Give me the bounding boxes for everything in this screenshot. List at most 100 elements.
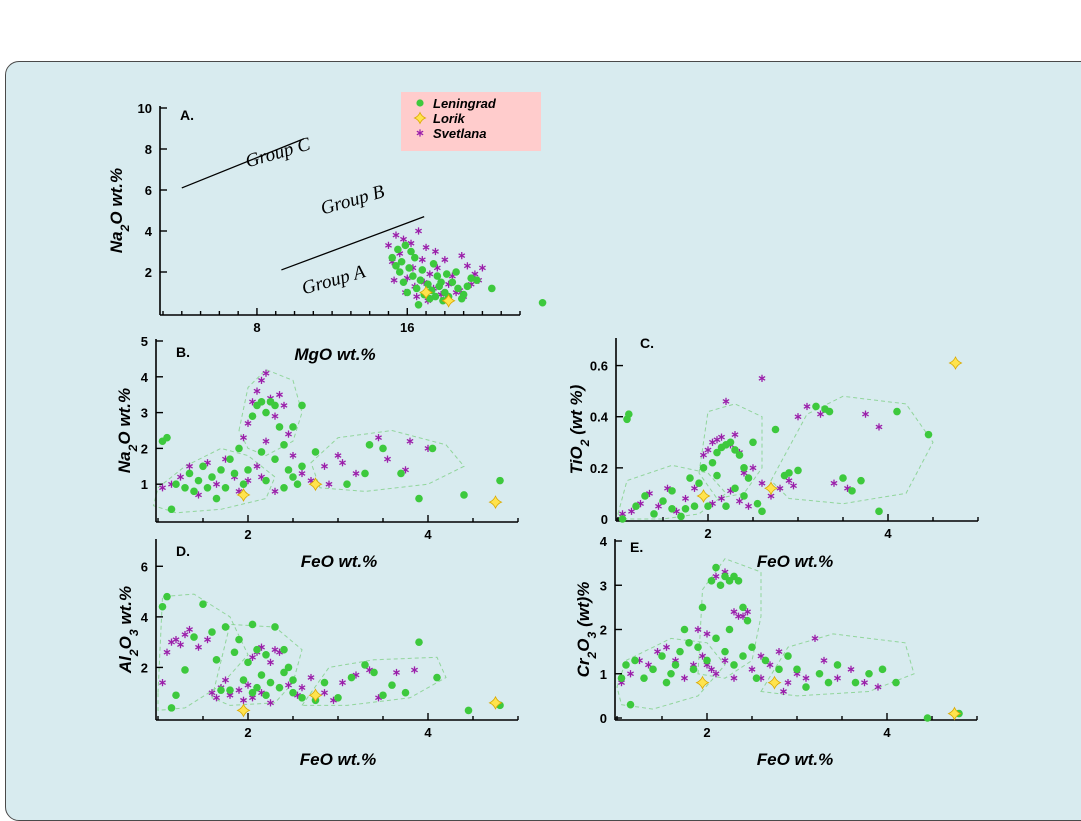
svetlana-point — [718, 433, 725, 441]
leningrad-point — [401, 688, 410, 697]
leningrad-point — [699, 464, 708, 472]
leningrad-point — [289, 688, 297, 697]
leningrad-point — [739, 603, 747, 612]
svetlana-point — [339, 679, 346, 687]
svetlana-point — [213, 480, 220, 488]
svetlana-point — [458, 252, 466, 260]
y-tick-label: 0.6 — [590, 359, 608, 374]
leningrad-point — [239, 480, 248, 489]
svetlana-point — [240, 434, 247, 442]
svetlana-point — [334, 451, 342, 460]
svetlana-point — [748, 665, 756, 673]
leningrad-point — [343, 480, 351, 489]
leningrad-point — [794, 466, 802, 475]
legend-marker-leningrad — [416, 99, 424, 107]
leningrad-point — [625, 410, 633, 418]
leningrad-point — [681, 504, 690, 513]
leningrad-point — [230, 469, 239, 478]
leningrad-point — [735, 451, 744, 459]
svetlana-point — [262, 437, 270, 445]
leningrad-point — [659, 497, 667, 505]
leningrad-point — [257, 398, 266, 406]
leningrad-point — [662, 678, 671, 687]
leningrad-point — [753, 499, 762, 508]
x-axis-title: FeO wt.% — [757, 750, 834, 769]
leningrad-point — [694, 643, 702, 651]
leningrad-point — [680, 625, 689, 634]
lorik-point — [308, 477, 323, 492]
legend-marker-svetlana — [416, 129, 424, 137]
envelope-C-0 — [617, 464, 727, 520]
leningrad-point — [320, 678, 329, 687]
svetlana-point — [172, 636, 180, 644]
leningrad-point — [785, 469, 793, 477]
leningrad-point — [632, 502, 640, 511]
leningrad-point — [289, 676, 297, 684]
svetlana-point — [280, 401, 288, 410]
group-label: Group B — [318, 181, 387, 219]
svetlana-point — [298, 469, 306, 478]
svetlana-point — [411, 666, 418, 674]
leningrad-point — [226, 686, 234, 694]
y-tick-label: 5 — [141, 334, 148, 349]
leningrad-point — [704, 502, 712, 511]
group-divider-1 — [281, 216, 425, 271]
svetlana-point — [431, 247, 439, 256]
svetlana-point — [736, 497, 743, 505]
leningrad-point — [280, 668, 288, 677]
svetlana-point — [730, 674, 738, 682]
leningrad-point — [667, 669, 675, 678]
leningrad-point — [289, 473, 297, 481]
leningrad-point — [167, 505, 176, 514]
leningrad-point — [671, 661, 680, 669]
svetlana-point — [731, 431, 739, 439]
legend-box — [401, 92, 541, 151]
y-tick-label: 6 — [141, 559, 148, 574]
svetlana-point — [730, 608, 738, 616]
leningrad-point — [262, 476, 270, 485]
svetlana-point — [271, 487, 279, 495]
lorik-point — [236, 487, 251, 502]
leningrad-point — [199, 462, 207, 471]
y-tick-label: 6 — [145, 183, 152, 198]
leningrad-point — [208, 628, 216, 636]
svetlana-point — [645, 661, 652, 669]
y-tick-label: 4 — [145, 224, 153, 239]
leningrad-point — [668, 487, 676, 495]
leningrad-point — [239, 676, 248, 684]
svetlana-point — [703, 630, 711, 638]
leningrad-point — [426, 294, 434, 303]
svetlana-point — [802, 674, 810, 682]
leningrad-point — [418, 266, 427, 274]
y-axis-title: Na2O wt.% — [107, 168, 132, 253]
svetlana-point — [758, 479, 766, 487]
lorik-point — [695, 675, 710, 690]
leningrad-point — [167, 704, 176, 712]
leningrad-point — [708, 458, 717, 467]
svetlana-point — [757, 652, 765, 660]
legend-label: Svetlana — [433, 126, 486, 141]
leningrad-point — [893, 407, 901, 416]
svetlana-point — [204, 636, 211, 644]
leningrad-point — [334, 693, 342, 702]
leningrad-point — [677, 512, 685, 521]
leningrad-point — [686, 474, 694, 482]
leningrad-point — [397, 257, 406, 266]
svetlana-point — [775, 648, 783, 656]
leningrad-point — [275, 683, 284, 692]
leningrad-point — [716, 581, 725, 590]
y-tick-label: 0.2 — [590, 461, 608, 476]
leningrad-point — [448, 278, 457, 287]
leningrad-point — [923, 714, 932, 722]
leningrad-point — [752, 674, 761, 682]
leningrad-point — [433, 673, 441, 682]
leningrad-point — [650, 510, 658, 518]
panel-letter: E. — [630, 539, 643, 555]
leningrad-point — [472, 276, 481, 285]
svetlana-point — [817, 410, 824, 418]
leningrad-point — [407, 247, 415, 256]
x-tick-label: 2 — [244, 527, 251, 542]
svetlana-point — [244, 419, 252, 427]
leningrad-point — [271, 401, 279, 410]
panel-B: 2 4 1 2 3 4 5 FeO wt.% Na2O wt.% B. — [115, 334, 519, 571]
